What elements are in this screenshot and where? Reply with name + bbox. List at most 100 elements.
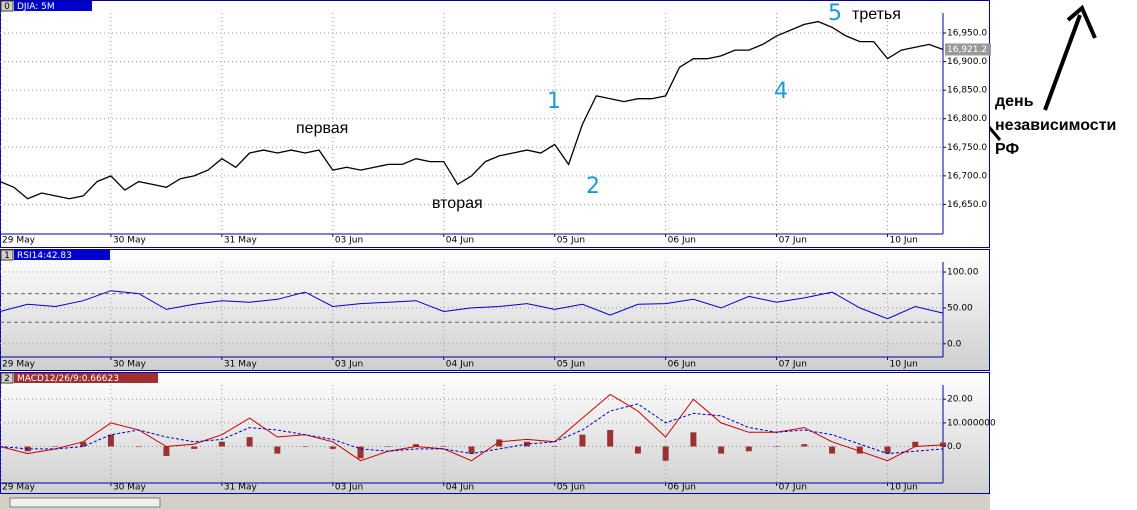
histogram-bar (191, 446, 198, 449)
y-tick-label: 100.00 (947, 268, 979, 278)
x-tick-label: 05 Jun (557, 360, 585, 370)
scrollbar[interactable] (0, 494, 990, 510)
histogram-bar (246, 437, 253, 447)
x-tick-label: 07 Jun (779, 360, 807, 370)
histogram-bar (745, 446, 752, 452)
y-tick-label: 0.0 (947, 339, 962, 349)
histogram-bar (413, 444, 420, 447)
y-tick-label: 16,850.0 (947, 86, 987, 96)
panels: 0 DJIA: 5M 29 May 30 May 31 May 03 Jun 04 Jun 0… (0, 0, 1116, 494)
x-tick-label: 04 Jun (446, 483, 474, 493)
annotation: третья (852, 6, 901, 23)
x-tick-label: 31 May (224, 360, 258, 370)
series-line (0, 403, 944, 455)
x-tick-label: 04 Jun (446, 360, 474, 370)
annotation: вторая (432, 195, 483, 212)
annotation: РФ (995, 141, 1019, 158)
histogram-bar (634, 446, 641, 454)
x-tick-label: 10 Jun (890, 236, 918, 246)
panel-id: 2 (4, 374, 10, 384)
x-tick-label: 30 May (113, 360, 147, 370)
panel-title: MACD12/26/9:0.66623 (17, 374, 119, 384)
x-tick-label: 03 Jun (335, 483, 363, 493)
panel-id-box (0, 0, 14, 12)
histogram-bar (52, 446, 59, 448)
histogram-bar (496, 439, 503, 447)
panel-bg (0, 0, 990, 248)
x-tick-label: 30 May (113, 236, 147, 246)
histogram-bar (718, 446, 725, 454)
panel-bg (0, 249, 990, 371)
histogram-bar (302, 446, 309, 448)
x-tick-label: 05 Jun (557, 236, 585, 246)
histogram-bar (107, 434, 114, 447)
arrow-up (1043, 4, 1097, 111)
histogram-bar (385, 446, 392, 448)
histogram-bar (357, 446, 364, 459)
histogram-bar (135, 446, 142, 448)
panel-id-box (0, 372, 14, 384)
x-tick-label: 06 Jun (668, 360, 696, 370)
x-tick-label: 07 Jun (779, 483, 807, 493)
x-tick-label: 10 Jun (890, 360, 918, 370)
y-tick-label: 16,650.0 (947, 200, 987, 210)
handwritten-mark: 5 (828, 1, 842, 26)
histogram-bar (329, 446, 336, 449)
panel-id-box (0, 249, 14, 261)
histogram-bar (80, 441, 87, 447)
annotation: независимости (995, 117, 1116, 134)
y-tick-label: 16,700.0 (947, 171, 987, 181)
histogram-bar (551, 446, 558, 448)
histogram-bar (579, 434, 586, 447)
y-tick-label: 0.0 (947, 442, 962, 452)
panel-title-bar (14, 373, 158, 383)
histogram-bar (940, 442, 946, 447)
annotation: первая (296, 120, 348, 137)
y-tick-label: 16,750.0 (947, 143, 987, 153)
histogram-bar (829, 446, 836, 454)
panel-title-bar (14, 1, 92, 11)
panel: 0 DJIA: 5M 29 May 30 May 31 May 03 Jun 04 Jun 0… (0, 0, 1116, 248)
price-tag (945, 43, 991, 56)
histogram-bar (856, 446, 863, 454)
x-tick-label: 10 Jun (890, 483, 918, 493)
x-tick-label: 04 Jun (446, 236, 474, 246)
histogram-bar (440, 446, 447, 448)
panel-title: RSI14:42.83 (17, 251, 72, 261)
y-tick-label: 16,800.0 (947, 114, 987, 124)
x-tick-label: 31 May (224, 483, 258, 493)
x-tick-label: 07 Jun (779, 236, 807, 246)
x-tick-label: 06 Jun (668, 236, 696, 246)
x-tick-label: 29 May (2, 360, 36, 370)
scroll-thumb[interactable] (9, 497, 161, 508)
series-line (0, 393, 944, 462)
x-tick-label: 29 May (2, 236, 36, 246)
histogram-bar (274, 446, 281, 454)
series-line (0, 290, 944, 320)
x-tick-label: 05 Jun (557, 483, 585, 493)
y-tick-label: 16,900.0 (947, 57, 987, 67)
panel-title-bar (14, 250, 110, 260)
y-tick-label: 10.000000 (947, 418, 996, 428)
y-tick-label: 50.00 (947, 303, 973, 313)
x-tick-label: 03 Jun (335, 236, 363, 246)
x-tick-label: 03 Jun (335, 360, 363, 370)
histogram-bar (912, 441, 919, 447)
histogram-bar (662, 446, 669, 461)
x-tick-label: 29 May (2, 483, 36, 493)
panel: 1 RSI14:42.83 29 May 30 May 31 May 03 Jun 04 J… (0, 249, 990, 371)
panel-title: DJIA: 5M (17, 2, 55, 12)
histogram-bar (773, 446, 780, 448)
histogram-bar (468, 446, 475, 454)
handwritten-mark: 1 (547, 89, 561, 114)
x-tick-label: 06 Jun (668, 483, 696, 493)
histogram-bar (607, 429, 614, 447)
y-tick-label: 20.00 (947, 395, 973, 405)
annotation: день (995, 93, 1034, 110)
series-line (0, 20, 944, 200)
y-tick-label: 16,950.0 (947, 29, 987, 39)
histogram-bar (884, 446, 891, 454)
x-tick-label: 31 May (224, 236, 258, 246)
handwritten-mark: 4 (774, 79, 788, 104)
